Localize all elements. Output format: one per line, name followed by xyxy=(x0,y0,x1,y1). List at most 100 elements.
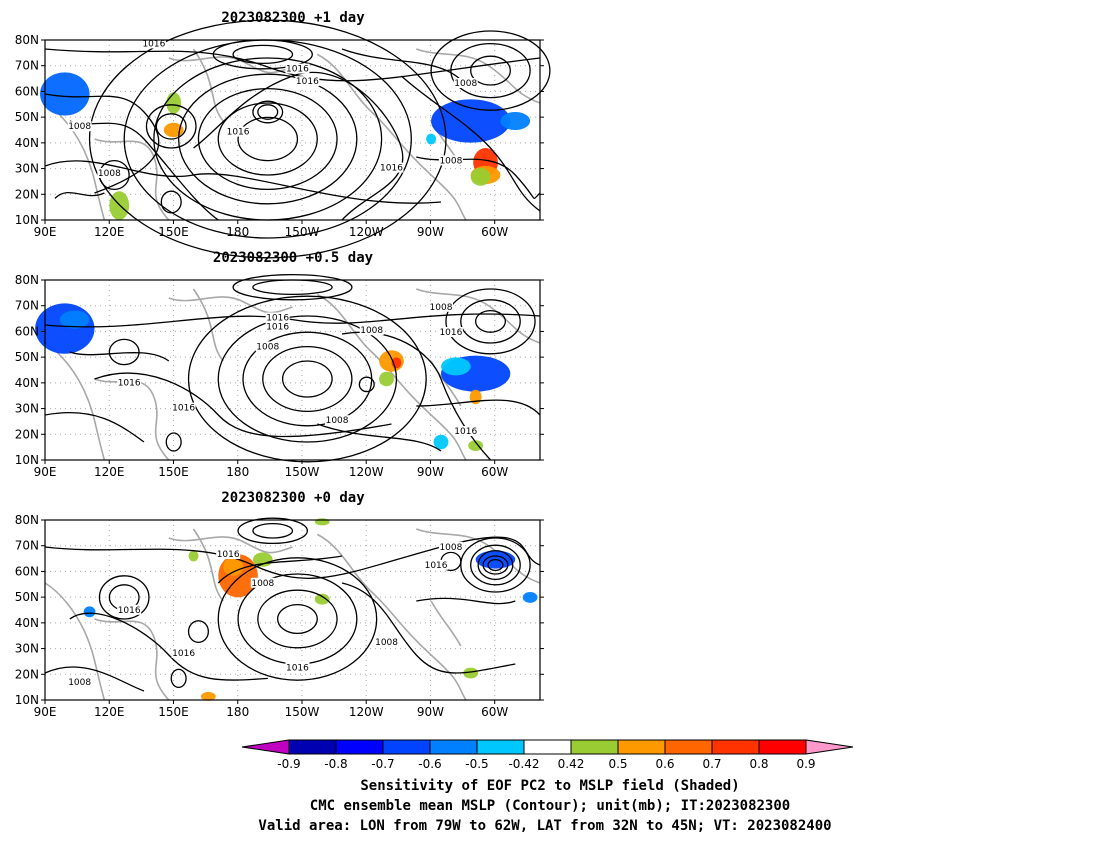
mslp-contour xyxy=(358,376,375,393)
mslp-contour xyxy=(317,423,442,452)
contour-label: 1008 xyxy=(430,303,453,313)
sensitivity-shading xyxy=(522,592,538,603)
mslp-contour xyxy=(69,351,170,362)
map-plot-area: 1008 1016 1016 1008 1016 1016 1016 1008 1008 80N 7… xyxy=(15,513,544,719)
panel-title: 2023082300 +0 day xyxy=(221,490,365,506)
mslp-contour xyxy=(252,100,284,124)
colorbar-swatch xyxy=(617,739,666,755)
contour-label: 1016 xyxy=(266,323,289,333)
sensitivity-shading xyxy=(188,550,199,562)
contour-label-bg xyxy=(265,312,290,323)
lat-tick-label: 60N xyxy=(15,564,39,578)
lat-tick-label: 10N xyxy=(15,693,39,707)
mslp-contour xyxy=(165,432,182,452)
contour-label-bg xyxy=(374,637,399,648)
mslp-contour xyxy=(257,589,338,649)
contour-label: 1016 xyxy=(286,663,309,673)
lat-tick-label: 80N xyxy=(15,513,39,527)
coastline xyxy=(316,293,467,461)
contour-label-bg xyxy=(67,121,92,132)
contour-label-bg xyxy=(453,426,478,436)
mslp-contour xyxy=(217,315,398,443)
contour-label-bg xyxy=(265,321,290,332)
lat-tick-label: 10N xyxy=(15,213,39,227)
contour-label-bg xyxy=(325,415,350,426)
lat-tick-label: 40N xyxy=(15,376,39,390)
mslp-contour xyxy=(69,120,219,221)
lon-tick-label: 150W xyxy=(285,705,320,719)
lon-tick-label: 120W xyxy=(349,465,384,479)
lon-tick-label: 90W xyxy=(417,705,444,719)
sensitivity-shading xyxy=(314,518,330,526)
contour-label: 1008 xyxy=(454,79,477,89)
contour-label-bg xyxy=(141,38,166,49)
lon-tick-label: 180 xyxy=(226,465,249,479)
lat-tick-label: 60N xyxy=(15,84,39,98)
colorbar-low-extend xyxy=(241,739,290,755)
mslp-contour xyxy=(217,555,343,584)
mslp-contour xyxy=(44,666,145,692)
colorbar-tick-label: 0.5 xyxy=(608,757,627,771)
contour-label-bg xyxy=(117,604,142,615)
caption-line-1: Sensitivity of EOF PC2 to MSLP field (Sh… xyxy=(360,778,739,794)
lat-tick-label: 40N xyxy=(15,616,39,630)
lon-tick-label: 120E xyxy=(94,465,125,479)
contour-label-bg xyxy=(438,541,463,552)
colorbar-tick-label: -0.5 xyxy=(465,757,488,771)
caption-line-3: Valid area: LON from 79W to 62W, LAT fro… xyxy=(258,818,831,834)
lat-tick-label: 70N xyxy=(15,299,39,313)
lon-tick-label: 150E xyxy=(158,465,189,479)
colorbar-tick-label: 0.7 xyxy=(702,757,721,771)
lon-tick-label: 180 xyxy=(226,225,249,239)
lon-tick-label: 90E xyxy=(34,465,57,479)
contour-label: 1016 xyxy=(227,128,250,138)
mslp-contour xyxy=(69,612,268,681)
colorbar-swatch xyxy=(335,739,384,755)
mslp-contour xyxy=(217,102,318,176)
lon-tick-label: 90W xyxy=(417,225,444,239)
colorbar-swatch xyxy=(570,739,619,755)
mslp-contour xyxy=(237,116,299,162)
contour-label-bg xyxy=(226,126,251,137)
lat-tick-label: 10N xyxy=(15,453,39,467)
coastline xyxy=(94,618,170,701)
mslp-contour xyxy=(108,338,140,366)
lat-tick-label: 80N xyxy=(15,273,39,287)
contour-label-bg xyxy=(171,402,196,413)
mslp-contour xyxy=(44,160,442,204)
lon-tick-label: 60W xyxy=(481,465,508,479)
contour-label: 1008 xyxy=(98,169,121,179)
mslp-contour xyxy=(281,360,333,398)
mslp-contour xyxy=(44,411,145,443)
mslp-contour xyxy=(445,288,536,355)
colorbar-swatch xyxy=(758,739,807,755)
mslp-contour xyxy=(44,313,541,328)
lat-tick-label: 60N xyxy=(15,324,39,338)
map-frame xyxy=(44,519,541,701)
sensitivity-shading xyxy=(500,112,531,130)
lon-tick-label: 150E xyxy=(158,705,189,719)
sensitivity-shading xyxy=(314,593,330,605)
mslp-contour xyxy=(252,522,294,539)
sensitivity-shading xyxy=(59,310,90,329)
colorbar-tick-label: -0.7 xyxy=(371,757,394,771)
mslp-contour xyxy=(487,558,504,572)
colorbar-swatch xyxy=(382,739,431,755)
contour-label: 1016 xyxy=(217,550,240,560)
sensitivity-shading xyxy=(200,691,216,701)
coastline xyxy=(430,600,462,647)
coastline xyxy=(44,582,106,701)
contour-label: 1008 xyxy=(68,122,91,132)
lon-tick-label: 120E xyxy=(94,225,125,239)
lon-tick-label: 180 xyxy=(226,705,249,719)
map-panel-3: 1008 1016 1016 1008 1016 1016 1016 1008 1008 80N 7… xyxy=(15,490,544,719)
mslp-contour xyxy=(193,71,404,221)
mslp-contour xyxy=(400,75,541,212)
mslp-contour xyxy=(98,575,150,620)
map-frame xyxy=(44,279,541,461)
lat-tick-label: 50N xyxy=(15,110,39,124)
colorbar: -0.9 -0.8 -0.7 -0.6 -0.5 -0.42 0.42 0.5 0.6 0.7 0.… xyxy=(241,739,854,771)
lon-tick-label: 150W xyxy=(285,465,320,479)
